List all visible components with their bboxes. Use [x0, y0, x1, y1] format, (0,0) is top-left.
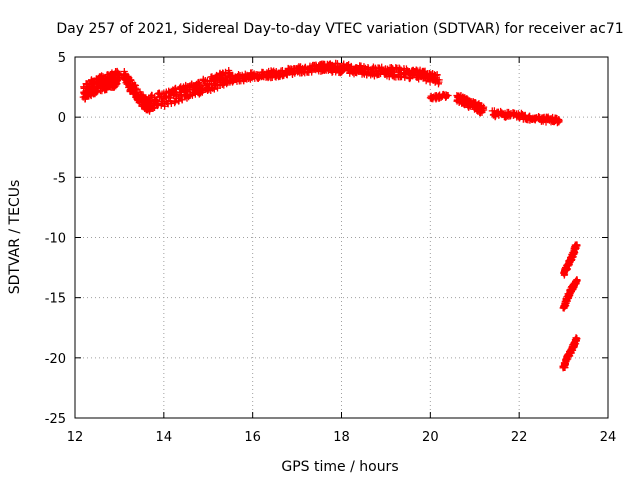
data-point [338, 68, 346, 76]
data-point [435, 76, 443, 84]
x-axis-label: GPS time / hours [281, 459, 398, 475]
x-tick-label: 20 [422, 430, 439, 445]
y-tick-label: -15 [45, 292, 66, 307]
data-point [444, 92, 452, 100]
data-points [79, 59, 581, 372]
data-point [573, 241, 581, 249]
y-tick-label: -5 [53, 171, 66, 186]
chart-title: Day 257 of 2021, Sidereal Day-to-day VTE… [56, 21, 623, 37]
data-point [127, 76, 135, 84]
grid-lines [75, 57, 608, 418]
y-tick-label: -25 [45, 412, 66, 427]
data-point [132, 86, 140, 94]
y-axis-label: SDTVAR / TECUs [7, 180, 23, 295]
data-point [178, 96, 186, 104]
y-tick-label: 5 [58, 51, 66, 66]
data-point [478, 107, 486, 115]
data-point [167, 99, 175, 107]
y-tick-label: -10 [45, 232, 66, 247]
data-point [198, 88, 206, 96]
x-tick-label: 16 [244, 430, 261, 445]
x-tick-label: 24 [600, 430, 617, 445]
y-tick-label: 0 [58, 111, 66, 126]
x-tick-label: 12 [67, 430, 84, 445]
data-point [573, 335, 581, 343]
y-tick-label: -20 [45, 352, 66, 367]
x-tick-label: 22 [511, 430, 528, 445]
x-tick-label: 18 [333, 430, 350, 445]
data-point [572, 336, 580, 344]
data-point [555, 117, 563, 125]
axis-ticks: 12 14 16 18 20 22 24 -25 -20 -15 -10 -5 0 5 [45, 51, 617, 445]
data-point [572, 277, 580, 285]
data-point [126, 77, 134, 85]
data-point [573, 276, 581, 284]
data-point [147, 93, 155, 101]
x-tick-label: 14 [156, 430, 173, 445]
data-point [480, 106, 488, 114]
